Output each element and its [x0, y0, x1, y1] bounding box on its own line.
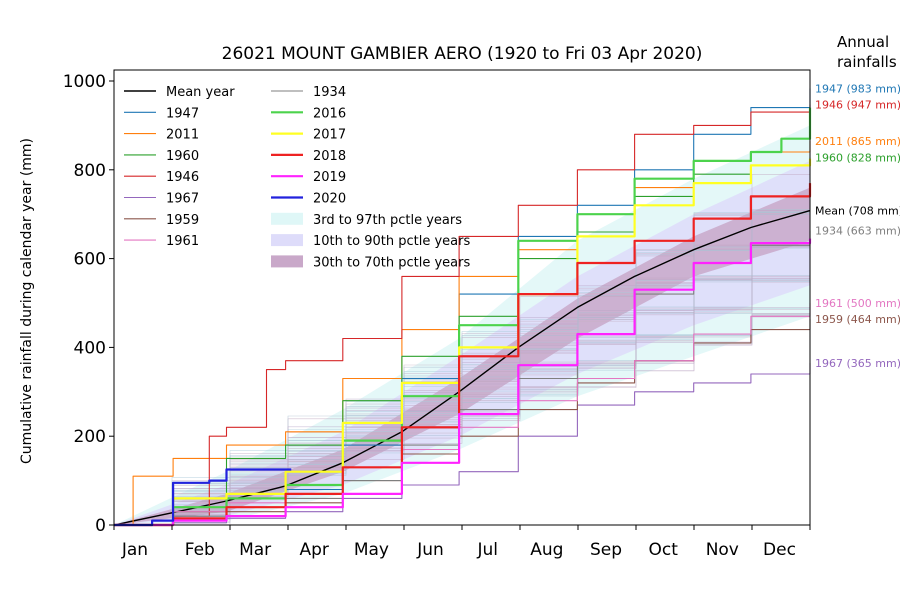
background-year-line	[114, 210, 811, 526]
background-year-line	[114, 277, 810, 526]
x-tick-label-aug: Aug	[530, 540, 563, 560]
annual-label-1946-947-mm: 1946 (947 mm)	[815, 99, 900, 112]
x-tick-label-feb: Feb	[185, 540, 215, 560]
legend-swatch-10th-to-90th-pctle-years	[271, 234, 303, 247]
background-year-line	[114, 248, 811, 526]
x-tick-label-jun: Jun	[416, 540, 444, 560]
legend-swatch-30th-to-70th-pctle-years	[271, 255, 303, 268]
annual-header-line1: Annual	[837, 33, 889, 51]
y-tick-label: 800	[74, 161, 106, 181]
series-2019	[114, 238, 812, 527]
annual-label-mean-708-mm: Mean (708 mm)	[815, 205, 900, 218]
legend-label-1934: 1934	[313, 85, 346, 100]
x-tick-label-jan: Jan	[121, 540, 148, 560]
annual-label-1959-464-mm: 1959 (464 mm)	[815, 313, 900, 326]
background-year-line	[114, 210, 811, 526]
annual-label-1961-500-mm: 1961 (500 mm)	[815, 297, 900, 310]
annual-label-2011-865-mm: 2011 (865 mm)	[815, 135, 900, 148]
y-tick-label: 0	[95, 516, 106, 536]
chart-title: 26021 MOUNT GAMBIER AERO (1920 to Fri 03…	[222, 44, 703, 64]
legend-label-2019: 2019	[313, 170, 346, 185]
legend-label-1959: 1959	[166, 213, 199, 228]
annual-label-1960-828-mm: 1960 (828 mm)	[815, 151, 900, 164]
annual-label-1947-983-mm: 1947 (983 mm)	[815, 83, 900, 96]
x-tick-label-may: May	[354, 540, 389, 560]
legend-label-1947: 1947	[166, 106, 199, 121]
legend-label-1960: 1960	[166, 149, 199, 164]
background-year-line	[114, 172, 811, 526]
legend-label-2016: 2016	[313, 106, 346, 121]
legend-swatch-3rd-to-97th-pctle-years	[271, 212, 303, 225]
y-axis-label: Cumulative rainfall during calendar year…	[19, 138, 35, 464]
annual-label-1934-663-mm: 1934 (663 mm)	[815, 225, 900, 238]
y-tick-label: 200	[74, 427, 106, 447]
annual-header-line2: rainfalls	[837, 53, 897, 71]
legend-label-2018: 2018	[313, 149, 346, 164]
x-tick-label-jul: Jul	[476, 540, 498, 560]
series-2020	[114, 468, 292, 527]
series-1946	[114, 104, 811, 526]
series-2018	[114, 183, 812, 527]
band-3rd-to-97th-pctle-years	[114, 125, 810, 526]
legend-label-10th-to-90th-pctle-years: 10th to 90th pctle years	[313, 234, 470, 249]
background-year-line	[114, 285, 811, 526]
y-tick-label: 600	[74, 250, 106, 270]
legend-label-30th-to-70th-pctle-years: 30th to 70th pctle years	[313, 255, 470, 270]
x-tick-label-dec: Dec	[763, 540, 796, 560]
legend-label-3rd-to-97th-pctle-years: 3rd to 97th pctle years	[313, 213, 462, 228]
x-tick-label-apr: Apr	[300, 540, 329, 560]
legend-label-1967: 1967	[166, 192, 199, 207]
y-tick-label: 400	[74, 338, 106, 358]
legend-label-mean-year: Mean year	[166, 85, 235, 100]
annual-label-1967-365-mm: 1967 (365 mm)	[815, 357, 900, 370]
legend-label-1946: 1946	[166, 170, 199, 185]
legend-label-2011: 2011	[166, 128, 199, 143]
legend-label-1961: 1961	[166, 234, 199, 249]
legend-label-2020: 2020	[313, 192, 346, 207]
x-tick-label-nov: Nov	[706, 540, 739, 560]
x-tick-label-mar: Mar	[239, 540, 271, 560]
legend-label-2017: 2017	[313, 128, 346, 143]
x-tick-label-sep: Sep	[590, 540, 622, 560]
x-tick-label-oct: Oct	[648, 540, 678, 560]
series-2017	[114, 158, 812, 527]
y-tick-label: 1000	[63, 72, 106, 92]
background-year-line	[114, 211, 811, 526]
